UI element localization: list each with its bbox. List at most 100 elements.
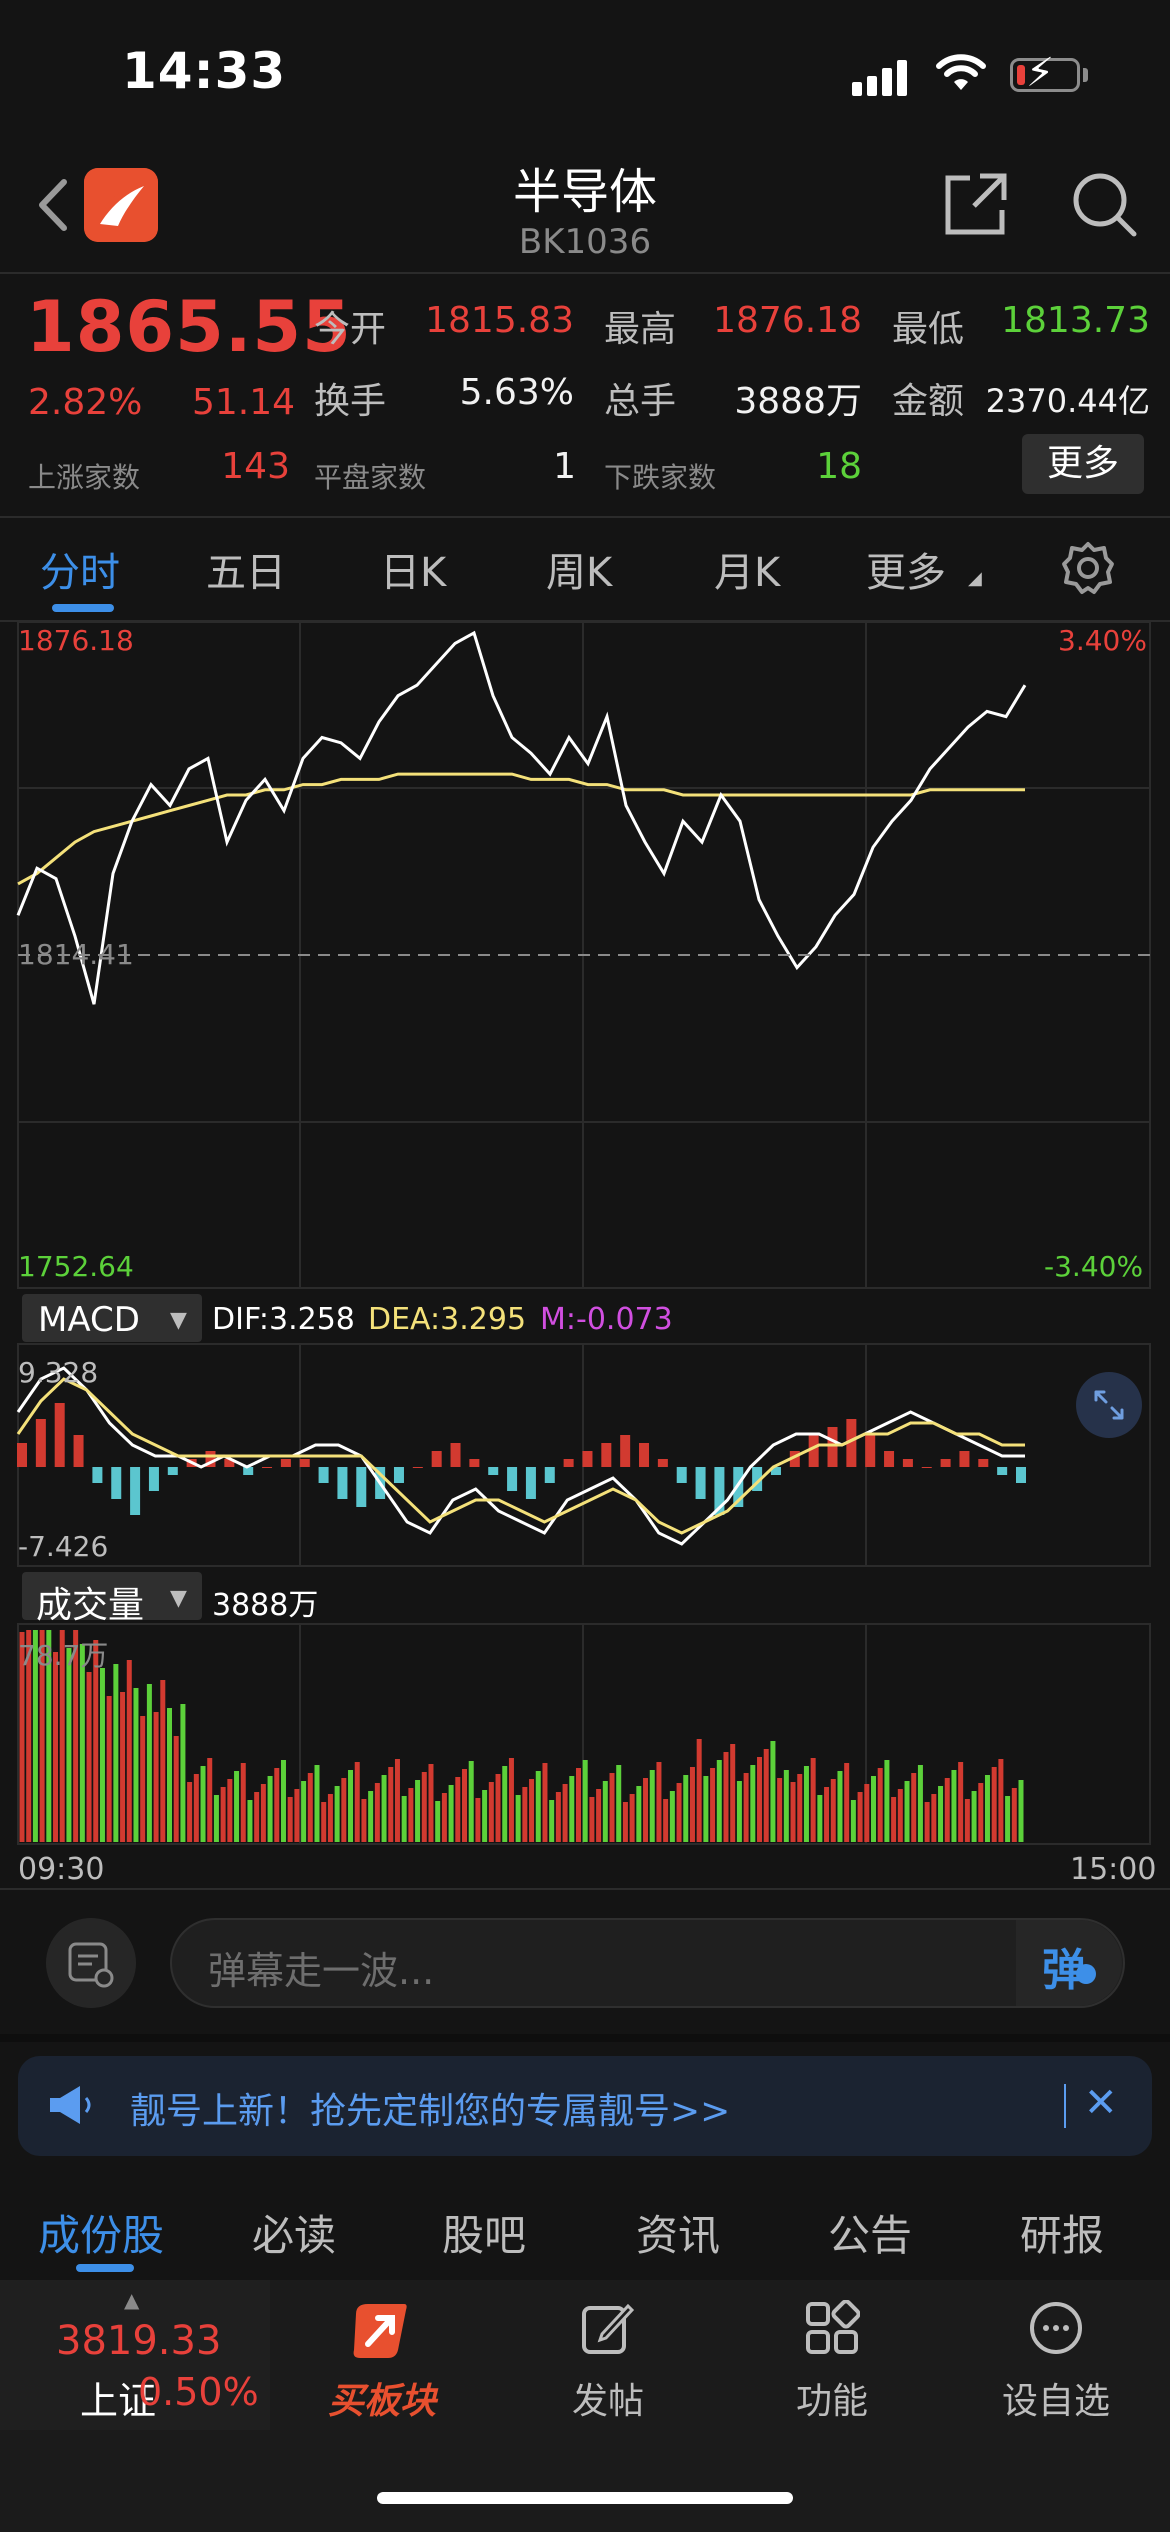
tab-post[interactable]: 发帖 — [571, 2381, 644, 2422]
macd-bar — [752, 1467, 763, 1491]
divider — [0, 272, 1170, 274]
volume-bar — [763, 1749, 769, 1842]
volume-bar — [394, 1759, 400, 1842]
macd-bar — [243, 1467, 254, 1475]
volume-bar — [502, 1766, 508, 1842]
macd-bar — [412, 1467, 423, 1468]
macd-bar — [130, 1467, 141, 1515]
intraday-chart[interactable] — [0, 622, 1170, 1882]
promo-banner[interactable] — [18, 2056, 1152, 2156]
down-count-label: 下跌家数 — [604, 461, 717, 494]
more-quote-button[interactable]: 更多 — [1022, 434, 1144, 494]
turnover-value: 5.63% — [459, 372, 574, 413]
macd-bar — [280, 1459, 291, 1467]
battery-icon — [1010, 58, 1080, 92]
chart-settings-button[interactable] — [1060, 540, 1116, 596]
close-icon[interactable]: ✕ — [1084, 2080, 1118, 2126]
volume-bar — [207, 1758, 213, 1842]
volume-bar — [99, 1668, 105, 1842]
compose-icon[interactable] — [580, 2300, 636, 2356]
index-ticker[interactable] — [0, 2280, 270, 2430]
volume-bar — [777, 1778, 783, 1842]
expand-chart-button[interactable] — [1076, 1372, 1142, 1438]
volume-bar — [938, 1786, 944, 1842]
volume-bar — [160, 1680, 166, 1842]
tab-announcements[interactable]: 公告 — [828, 2211, 913, 2260]
volume-max-label: 78.7万 — [18, 1639, 109, 1672]
share-button[interactable] — [940, 168, 1012, 240]
macd-dif-value: DIF:3.258 — [212, 1302, 355, 1337]
tab-functions[interactable]: 功能 — [795, 2381, 868, 2422]
volume-bar — [428, 1764, 434, 1842]
volume-bar — [629, 1794, 635, 1842]
tab-weekly-k[interactable]: 周K — [546, 550, 613, 596]
volume-bar — [314, 1765, 320, 1842]
volume-bar — [254, 1792, 260, 1842]
tab-buy-board[interactable]: 买板块 — [327, 2381, 436, 2422]
indicator-select[interactable] — [22, 1294, 202, 1342]
volume-bar — [870, 1776, 876, 1842]
danmu-input[interactable] — [170, 1918, 1125, 2008]
more-caret-icon: ◢ — [968, 568, 982, 589]
promo-text[interactable]: 靓号上新！抢先定制您的专属靓号>> — [130, 2091, 731, 2132]
back-button[interactable] — [24, 170, 84, 240]
volume-bar — [227, 1779, 233, 1842]
volume-bar — [529, 1779, 535, 1842]
volume-bar — [448, 1785, 454, 1842]
volume-bar — [770, 1741, 776, 1842]
volume-indicator-name: 成交量 — [36, 1585, 145, 1626]
volume-bar — [193, 1774, 199, 1842]
volume-bar — [710, 1768, 716, 1842]
tab-news[interactable]: 资讯 — [636, 2211, 721, 2260]
macd-bar — [884, 1451, 895, 1467]
section-gap — [0, 2034, 1170, 2042]
volume-bar — [495, 1774, 501, 1842]
more-circle-icon[interactable] — [1028, 2300, 1084, 2356]
macd-bar — [695, 1467, 706, 1499]
tab-daily-k[interactable]: 日K — [380, 550, 447, 596]
tab-monthly-k[interactable]: 月K — [714, 550, 781, 596]
volume-bar — [683, 1775, 689, 1842]
index-value: 3819.33 — [56, 2318, 222, 2364]
volume-bar — [462, 1769, 468, 1842]
search-button[interactable] — [1068, 168, 1140, 240]
tab-intraday[interactable]: 分时 — [40, 550, 120, 596]
volume-bar — [964, 1799, 970, 1842]
volume-indicator-select[interactable] — [22, 1572, 202, 1620]
volume-bar — [488, 1782, 494, 1842]
volume-bar — [636, 1786, 642, 1842]
buy-board-icon[interactable] — [346, 2296, 416, 2366]
danmu-settings-button[interactable] — [46, 1918, 136, 2008]
volume-bar — [234, 1771, 240, 1842]
volume-bar — [32, 1630, 38, 1842]
tab-constituents[interactable]: 成份股 — [38, 2211, 165, 2260]
volume-bar — [260, 1784, 266, 1842]
macd-bar — [1016, 1467, 1026, 1483]
volume-bar — [904, 1781, 910, 1842]
volume-bar — [200, 1766, 206, 1842]
app-logo-icon[interactable] — [84, 168, 158, 242]
tab-five-day[interactable]: 五日 — [206, 550, 286, 596]
tab-forum[interactable]: 股吧 — [442, 2211, 527, 2260]
volume-bar — [850, 1800, 856, 1842]
volume-bar — [663, 1799, 669, 1842]
tab-research[interactable]: 研报 — [1020, 2211, 1105, 2260]
macd-bar — [865, 1435, 876, 1467]
functions-icon[interactable] — [804, 2300, 860, 2356]
macd-bar — [601, 1443, 612, 1467]
volume-bar — [703, 1776, 709, 1842]
high-value: 1876.18 — [713, 300, 862, 341]
danmu-send-button[interactable] — [1016, 1920, 1122, 2006]
volume-bar — [569, 1776, 575, 1842]
macd-bar — [17, 1443, 27, 1467]
volume-bar — [213, 1795, 219, 1842]
volume-bar — [931, 1794, 937, 1842]
volume-bar — [468, 1761, 474, 1842]
macd-bar — [959, 1451, 970, 1467]
turnover-label: 换手 — [314, 381, 387, 422]
tab-add-watchlist[interactable]: 设自选 — [1001, 2381, 1110, 2422]
tab-more-periods[interactable]: 更多 — [866, 550, 946, 596]
volume-bar — [797, 1774, 803, 1842]
tab-must-read[interactable]: 必读 — [252, 2211, 337, 2260]
macd-bar — [789, 1451, 800, 1467]
